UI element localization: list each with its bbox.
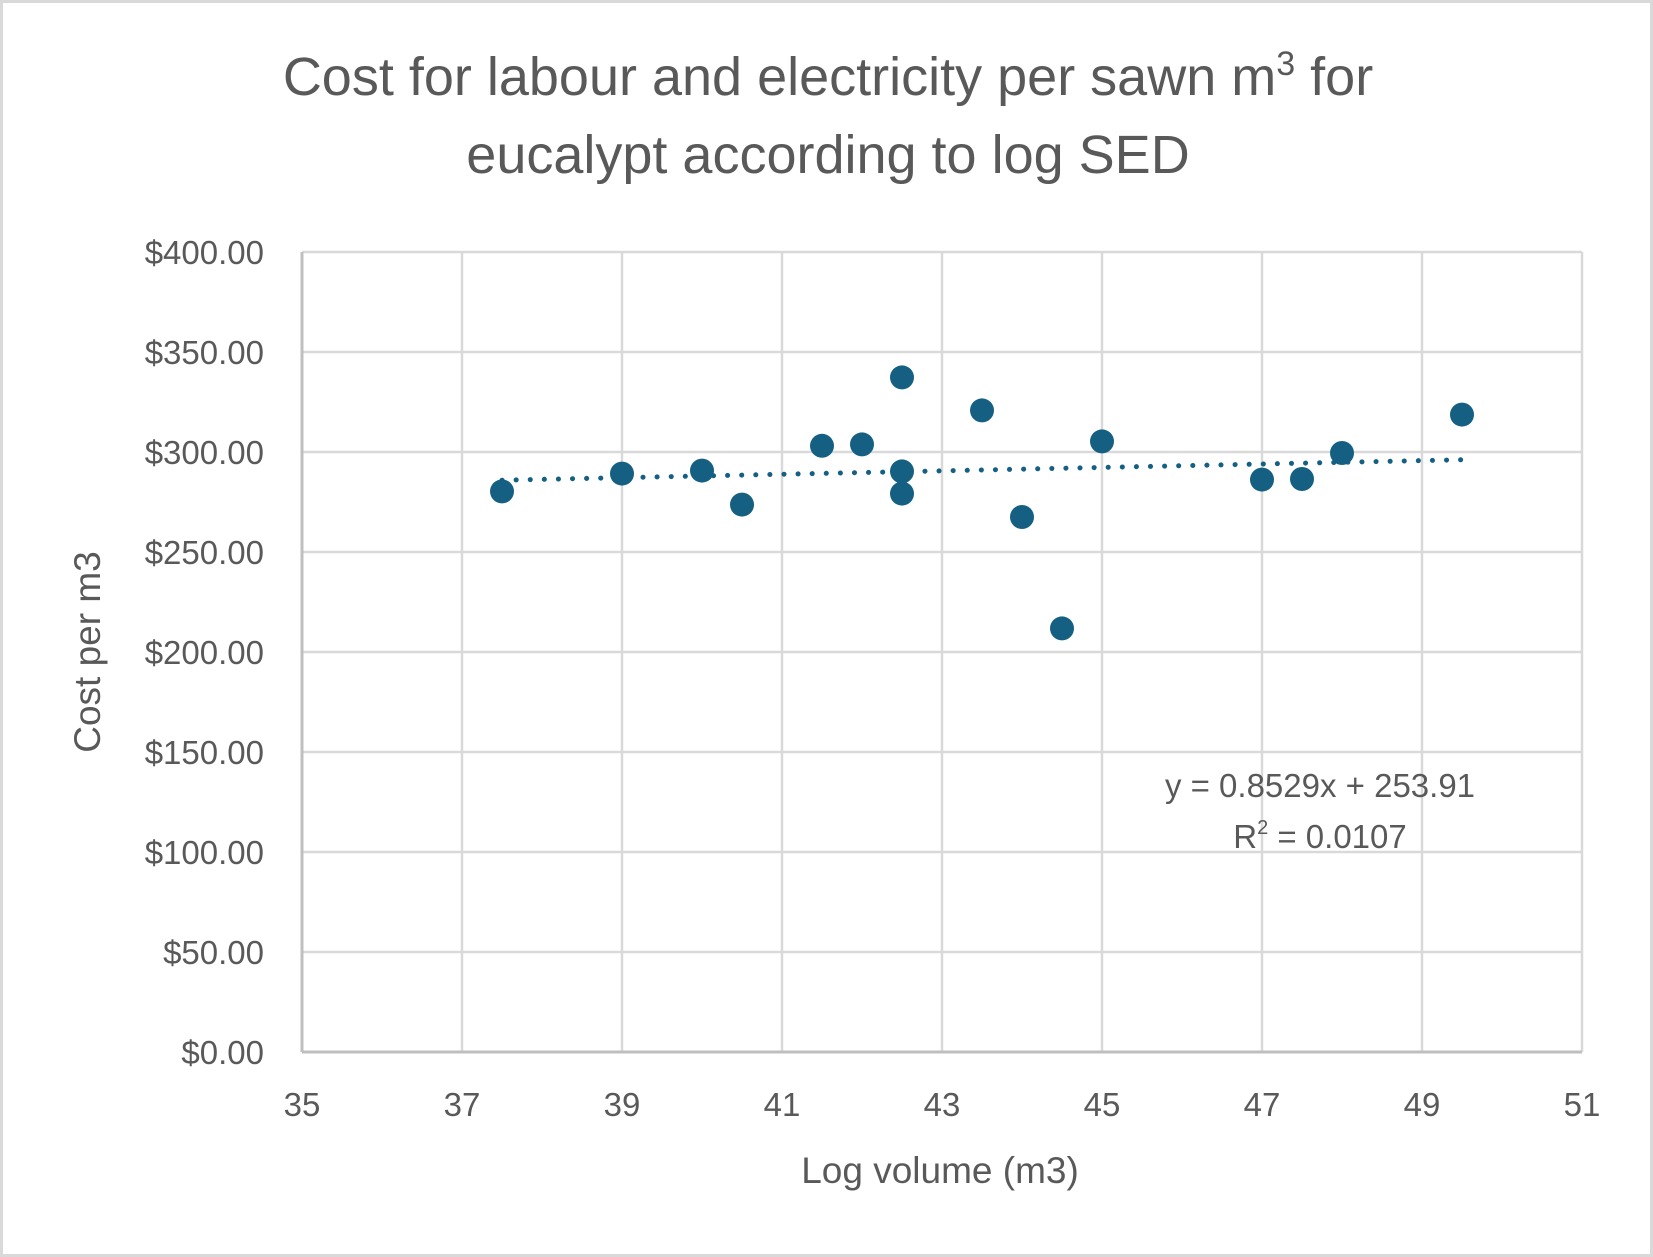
- y-tick-label: $100.00: [145, 834, 264, 871]
- data-point: [970, 398, 994, 423]
- trendline-equation-label: y = 0.8529x + 253.91 R2 = 0.0107: [1165, 767, 1475, 855]
- data-point: [890, 365, 914, 390]
- trendline-path: [499, 457, 1465, 483]
- axes: [300, 252, 1582, 1054]
- data-point: [1090, 429, 1114, 454]
- y-tick-label: $300.00: [145, 434, 264, 471]
- data-point: [1010, 505, 1034, 529]
- data-point: [1050, 616, 1074, 641]
- y-axis-title: Cost per m3: [67, 551, 108, 753]
- title-main-text: Cost for labour and electricity per sawn…: [283, 47, 1276, 107]
- chart-title-line-2: eucalypt according to log SED: [466, 125, 1189, 185]
- x-tick-label: 45: [1084, 1086, 1121, 1123]
- r2-value: = 0.0107: [1268, 818, 1407, 855]
- y-tick-label: $200.00: [145, 634, 264, 671]
- y-tick-label: $250.00: [145, 534, 264, 571]
- y-tick-label: $400.00: [145, 234, 264, 271]
- grid-lines: [302, 250, 1584, 1052]
- data-point: [1330, 441, 1354, 465]
- x-tick-label: 41: [764, 1086, 801, 1123]
- data-point: [850, 432, 874, 457]
- x-tick-label: 47: [1244, 1086, 1281, 1123]
- title-superscript: 3: [1276, 45, 1295, 83]
- x-tick-label: 39: [604, 1086, 641, 1123]
- data-point: [1290, 467, 1314, 491]
- y-tick-label: $0.00: [181, 1034, 264, 1071]
- data-points: [490, 365, 1474, 641]
- trendline: [499, 457, 1465, 483]
- r2-superscript: 2: [1257, 817, 1268, 839]
- data-point: [810, 433, 834, 458]
- chart-title-line-1: Cost for labour and electricity per sawn…: [283, 45, 1373, 107]
- y-tick-labels: $0.00 $50.00 $100.00 $150.00 $200.00 $250.00 $…: [145, 234, 264, 1071]
- x-axis-title: Log volume (m3): [801, 1150, 1079, 1191]
- x-tick-label: 43: [924, 1086, 961, 1123]
- data-point: [1450, 402, 1474, 427]
- data-point: [890, 459, 914, 484]
- y-tick-label: $150.00: [145, 734, 264, 771]
- data-point: [1250, 467, 1274, 492]
- r2-prefix: R: [1233, 818, 1257, 855]
- x-tick-label: 37: [444, 1086, 481, 1123]
- y-tick-label: $50.00: [163, 934, 264, 971]
- title-tail-text: for: [1295, 47, 1373, 107]
- data-point: [730, 492, 754, 517]
- y-tick-label: $350.00: [145, 334, 264, 371]
- x-tick-label: 35: [284, 1086, 321, 1123]
- trendline-equation: y = 0.8529x + 253.91: [1165, 767, 1475, 804]
- data-point: [690, 458, 714, 483]
- data-point: [490, 479, 514, 504]
- x-tick-label: 49: [1404, 1086, 1441, 1123]
- x-tick-labels: 35 37 39 41 43 45 47 49 51: [284, 1086, 1601, 1123]
- x-tick-label: 51: [1564, 1086, 1601, 1123]
- data-point: [890, 481, 914, 506]
- chart-title: Cost for labour and electricity per sawn…: [283, 45, 1373, 185]
- trendline-r-squared: R2 = 0.0107: [1233, 817, 1407, 855]
- data-point: [610, 461, 634, 486]
